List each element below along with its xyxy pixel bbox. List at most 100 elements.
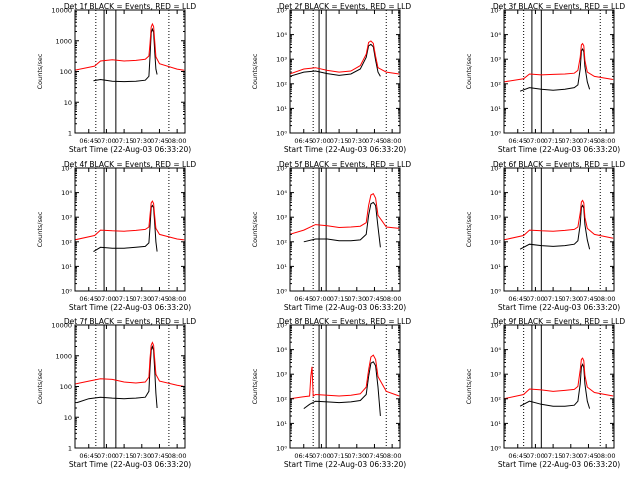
panel-det-6: 10⁰ 10¹ 10² 10³ 10⁴ 10⁵ 06:4507:0007:1507:3007…	[465, 160, 625, 312]
x-tick-label: 07:00	[312, 452, 331, 460]
x-tick-label: 06:45	[508, 137, 527, 145]
x-tick-label: 07:30	[561, 295, 580, 303]
y-tick-label: 1000	[55, 352, 72, 360]
x-tick-label: 07:15	[544, 295, 563, 303]
series-lld-line	[75, 200, 185, 241]
x-tick-label: 06:45	[508, 295, 527, 303]
x-tick-label: 07:15	[544, 452, 563, 460]
y-tick-label: 10	[64, 99, 72, 107]
x-tick-label: 07:00	[312, 295, 331, 303]
y-axis-label: Counts/sec	[36, 368, 44, 404]
series-lld-line	[504, 357, 614, 400]
plot-frame	[503, 324, 615, 449]
y-tick-label: 100	[60, 383, 72, 391]
x-tick-label: 07:45	[150, 452, 169, 460]
y-tick-label: 10³	[490, 56, 501, 64]
y-tick-label: 10⁴	[490, 189, 501, 197]
panel-det-7: 1 10 100 1000 10000 06:4507:0007:1507:3007:45…	[36, 317, 196, 469]
series-events-line	[519, 47, 591, 92]
x-tick-label: 08:00	[383, 137, 402, 145]
y-axis-label: Counts/sec	[36, 53, 44, 89]
panel-det-5: 10⁰ 10¹ 10² 10³ 10⁴ 10⁵ 06:4507:0007:1507:3007…	[251, 160, 411, 312]
x-tick-label: 07:15	[330, 295, 349, 303]
y-tick-label: 1000	[55, 37, 72, 45]
x-tick-label: 08:00	[168, 452, 187, 460]
series-lld-line	[504, 199, 614, 241]
y-tick-label: 10⁴	[490, 31, 501, 39]
y-tick-label: 100	[60, 68, 72, 76]
series-events-line	[290, 43, 381, 77]
series-lld-line	[75, 22, 185, 71]
y-tick-label: 10⁵	[276, 165, 287, 173]
x-tick-label: 08:00	[168, 295, 187, 303]
x-tick-label: 07:45	[579, 137, 598, 145]
series-lld-line	[290, 354, 400, 400]
y-tick-label: 10⁴	[490, 346, 501, 354]
x-tick-label: 07:15	[115, 137, 134, 145]
x-axis-label: Start Time (22-Aug-03 06:33:20)	[284, 145, 406, 154]
y-tick-label: 10⁵	[490, 7, 501, 15]
y-tick-label: 10⁴	[276, 346, 287, 354]
series-events-line	[303, 361, 381, 417]
x-tick-label: 07:15	[544, 137, 563, 145]
y-tick-label: 10⁰	[276, 288, 287, 296]
x-tick-label: 07:45	[365, 452, 384, 460]
panel-title: Det 6f BLACK = Events, RED = LLD	[493, 160, 626, 169]
plot-frame	[74, 167, 186, 292]
x-tick-label: 07:00	[97, 137, 116, 145]
series-lld-line	[75, 341, 185, 387]
y-tick-label: 10¹	[276, 105, 287, 113]
x-tick-label: 08:00	[168, 137, 187, 145]
x-tick-label: 07:45	[579, 295, 598, 303]
x-tick-label: 07:30	[132, 295, 151, 303]
y-tick-label: 10²	[276, 238, 287, 246]
x-axis-label: Start Time (22-Aug-03 06:33:20)	[284, 460, 406, 469]
x-tick-label: 08:00	[383, 295, 402, 303]
series-events-line	[93, 27, 158, 83]
plot-frame	[289, 324, 401, 449]
panel-det-4: 10⁰ 10¹ 10² 10³ 10⁴ 10⁵ 06:4507:0007:1507:3007…	[36, 160, 196, 312]
y-tick-label: 10²	[61, 238, 72, 246]
y-axis-label: Counts/sec	[251, 211, 259, 247]
y-tick-label: 10¹	[490, 263, 501, 271]
x-tick-label: 08:00	[383, 452, 402, 460]
y-tick-label: 10⁴	[276, 189, 287, 197]
x-tick-label: 07:00	[526, 295, 545, 303]
panel-title: Det 1f BLACK = Events, RED = LLD	[64, 2, 197, 11]
panel-title: Det 5f BLACK = Events, RED = LLD	[279, 160, 412, 169]
y-tick-label: 10³	[490, 214, 501, 222]
y-tick-label: 10⁵	[276, 7, 287, 15]
y-tick-label: 10⁵	[490, 165, 501, 173]
y-tick-label: 10⁰	[490, 288, 501, 296]
plot-frame	[289, 9, 401, 134]
series-events-line	[519, 204, 591, 250]
y-tick-label: 10⁰	[490, 445, 501, 453]
panel-title: Det 3f BLACK = Events, RED = LLD	[493, 2, 626, 11]
y-axis-label: Counts/sec	[465, 211, 473, 247]
panel-det-9: 10⁰ 10¹ 10² 10³ 10⁴ 10⁵ 06:4507:0007:1507:3007…	[465, 317, 625, 469]
x-tick-label: 07:30	[132, 452, 151, 460]
x-axis-label: Start Time (22-Aug-03 06:33:20)	[69, 303, 191, 312]
plot-frame	[503, 167, 615, 292]
x-tick-label: 07:00	[312, 137, 331, 145]
panel-title: Det 2f BLACK = Events, RED = LLD	[279, 2, 412, 11]
series-events-line	[519, 363, 591, 409]
y-tick-label: 10³	[61, 214, 72, 222]
y-tick-label: 1	[68, 445, 72, 453]
y-tick-label: 10000	[51, 322, 72, 330]
series-events-line	[76, 344, 158, 409]
x-tick-label: 07:00	[526, 452, 545, 460]
y-tick-label: 10²	[276, 80, 287, 88]
panel-det-3: 10⁰ 10¹ 10² 10³ 10⁴ 10⁵ 06:4507:0007:1507:3007…	[465, 2, 625, 154]
x-tick-label: 07:15	[330, 452, 349, 460]
x-tick-label: 07:30	[132, 137, 151, 145]
y-tick-label: 10⁰	[276, 130, 287, 138]
y-tick-label: 10¹	[490, 105, 501, 113]
x-tick-label: 07:30	[347, 137, 366, 145]
y-tick-label: 10000	[51, 7, 72, 15]
x-tick-label: 07:45	[150, 295, 169, 303]
x-tick-label: 06:45	[294, 137, 313, 145]
panel-title: Det 7f BLACK = Events, RED = LLD	[64, 317, 197, 326]
y-tick-label: 10⁵	[276, 322, 287, 330]
